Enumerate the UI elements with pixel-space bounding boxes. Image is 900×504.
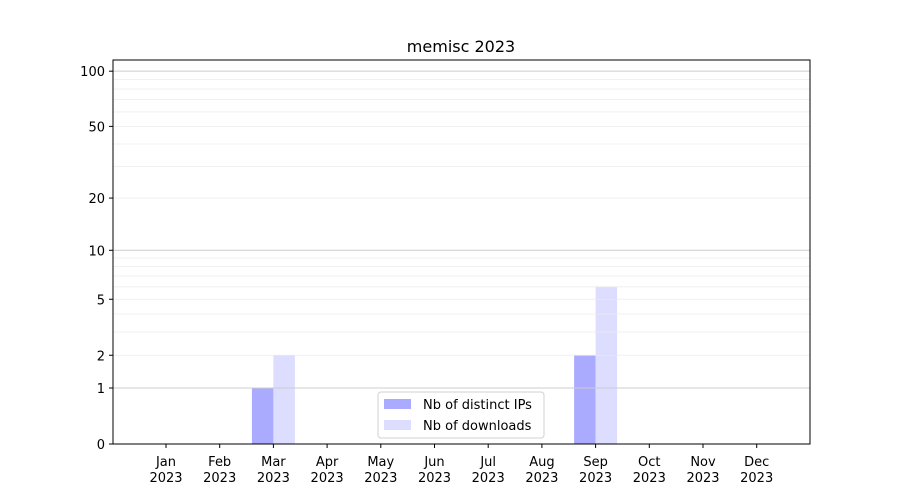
bar-downloads bbox=[595, 286, 618, 444]
x-tick-label: 2023 bbox=[633, 471, 666, 486]
x-tick-label: 2023 bbox=[418, 471, 451, 486]
x-tick-label: Sep bbox=[583, 455, 608, 470]
x-tick-label: 2023 bbox=[740, 471, 773, 486]
x-tick-label: 2023 bbox=[149, 471, 182, 486]
legend bbox=[377, 391, 545, 439]
x-tick-label: Nov bbox=[690, 455, 716, 470]
x-tick-label: Jun bbox=[423, 455, 444, 470]
x-tick-label: 2023 bbox=[257, 471, 290, 486]
x-tick-label: May bbox=[367, 455, 394, 470]
legend-label: Nb of downloads bbox=[423, 419, 532, 434]
chart-title: memisc 2023 bbox=[407, 37, 515, 56]
y-tick-label: 0 bbox=[97, 438, 105, 453]
bar-downloads bbox=[273, 355, 295, 444]
legend-swatch bbox=[384, 420, 411, 430]
y-tick-label: 2 bbox=[97, 349, 105, 364]
y-tick-label: 5 bbox=[97, 293, 105, 308]
x-tick-label: Dec bbox=[744, 455, 769, 470]
y-tick-label: 20 bbox=[88, 192, 105, 207]
x-tick-label: 2023 bbox=[579, 471, 612, 486]
x-tick-label: Jan bbox=[155, 455, 176, 470]
bar-ips bbox=[574, 355, 596, 444]
x-tick-label: 2023 bbox=[525, 471, 558, 486]
x-tick-label: Apr bbox=[316, 455, 339, 470]
x-tick-label: Mar bbox=[261, 455, 286, 470]
y-tick-label: 10 bbox=[88, 244, 105, 259]
legend-swatch bbox=[384, 399, 411, 409]
legend-label: Nb of distinct IPs bbox=[423, 398, 532, 413]
x-tick-label: Feb bbox=[208, 455, 231, 470]
y-tick-label: 100 bbox=[80, 65, 105, 80]
x-tick-label: 2023 bbox=[472, 471, 505, 486]
x-tick-label: Aug bbox=[529, 455, 554, 470]
x-tick-label: Oct bbox=[638, 455, 660, 470]
axes-frame bbox=[112, 59, 811, 445]
x-tick-label: 2023 bbox=[364, 471, 397, 486]
y-tick-label: 50 bbox=[88, 120, 105, 135]
bar-ips bbox=[251, 388, 274, 444]
x-tick-label: Jul bbox=[479, 455, 496, 470]
x-tick-label: 2023 bbox=[686, 471, 719, 486]
x-tick-label: 2023 bbox=[311, 471, 344, 486]
y-tick-label: 1 bbox=[97, 382, 105, 397]
x-tick-label: 2023 bbox=[203, 471, 236, 486]
